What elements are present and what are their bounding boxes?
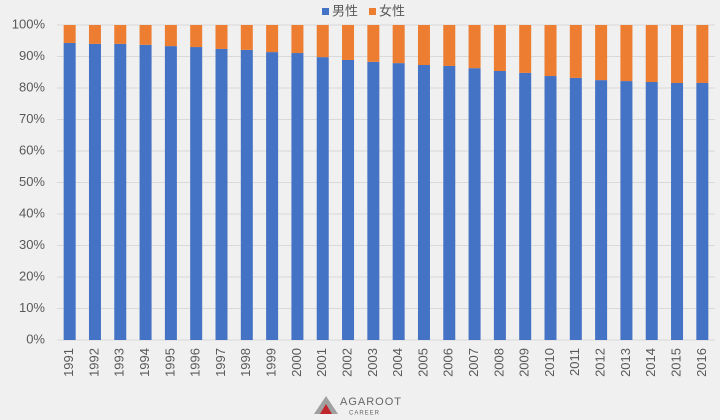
y-tick-label: 60% <box>19 142 45 157</box>
bar-segment <box>569 77 582 341</box>
legend-swatch <box>322 8 329 15</box>
x-tick-label: 1991 <box>61 348 76 377</box>
x-tick-label: 2013 <box>618 348 633 377</box>
bar-segment <box>519 25 532 73</box>
x-tick-label: 2001 <box>314 348 329 377</box>
bar-segment <box>215 48 228 340</box>
bar-segment <box>164 46 177 340</box>
x-tick-label: 2005 <box>415 348 430 377</box>
bar-segment <box>595 80 608 340</box>
bar-segment <box>544 76 557 340</box>
x-tick-label: 2004 <box>390 348 405 377</box>
legend-label: 男性 <box>332 3 358 18</box>
bar-segment <box>620 25 633 82</box>
bar-segment <box>114 25 127 44</box>
x-tick-label: 2006 <box>441 348 456 377</box>
x-tick-label: 1998 <box>238 348 253 377</box>
x-tick-label: 1992 <box>86 348 101 377</box>
x-tick-label: 2002 <box>339 348 354 377</box>
bar-segment <box>63 25 76 43</box>
x-tick-label: 1995 <box>162 348 177 377</box>
bar-segment <box>443 25 456 66</box>
bar-segment <box>645 82 658 340</box>
x-tick-label: 2014 <box>643 348 658 377</box>
bar-segment <box>696 25 709 83</box>
bar-segment <box>595 25 608 81</box>
bar-segment <box>443 65 456 340</box>
bar-segment <box>392 63 405 341</box>
bar-segment <box>671 82 684 341</box>
bar-segment <box>291 53 304 340</box>
bar-segment <box>316 25 329 58</box>
bar-segment <box>316 57 329 340</box>
bar-segment <box>266 52 279 341</box>
bar-segment <box>139 25 152 45</box>
x-tick-label: 2015 <box>668 348 683 377</box>
bar-segment <box>342 59 355 341</box>
bar-segment <box>114 43 127 341</box>
logo-text: AGAROOT <box>340 396 402 408</box>
x-tick-label: 2011 <box>567 348 582 376</box>
bar-segment <box>367 61 380 340</box>
x-tick-label: 2000 <box>289 348 304 377</box>
x-tick-label: 2016 <box>694 348 709 377</box>
bar-segment <box>342 25 355 60</box>
bar-segment <box>671 25 684 83</box>
x-tick-label: 1996 <box>188 348 203 377</box>
x-tick-label: 1997 <box>213 348 228 377</box>
bar-segment <box>468 68 481 340</box>
bar-segment <box>696 82 709 341</box>
bar-segment <box>468 25 481 69</box>
y-tick-label: 40% <box>19 205 45 220</box>
bar-segment <box>215 25 228 49</box>
y-tick-label: 80% <box>19 79 45 94</box>
logo: AGAROOT CAREER <box>314 396 402 417</box>
x-tick-label: 2012 <box>593 348 608 377</box>
bar-segment <box>417 65 430 340</box>
bar-segment <box>493 70 506 341</box>
bar-segment <box>139 44 152 340</box>
bar-segment <box>645 25 658 83</box>
y-tick-label: 70% <box>19 111 45 126</box>
y-tick-label: 30% <box>19 237 45 252</box>
x-tick-label: 2003 <box>365 348 380 377</box>
bar-segment <box>240 49 253 340</box>
logo-sub: CAREER <box>349 411 380 417</box>
y-tick-label: 50% <box>19 174 45 189</box>
bar-segment <box>63 42 76 340</box>
y-tick-label: 90% <box>19 48 45 63</box>
bar-segment <box>190 47 203 341</box>
y-tick-label: 10% <box>19 300 45 315</box>
bar-segment <box>544 25 557 77</box>
bar-segment <box>88 25 101 44</box>
bar-segment <box>164 25 177 47</box>
bar-segment <box>240 25 253 50</box>
bar-segment <box>569 25 582 78</box>
y-tick-label: 20% <box>19 268 45 283</box>
x-tick-label: 1994 <box>137 348 152 377</box>
bar-segment <box>392 25 405 64</box>
y-tick-label: 100% <box>12 16 46 31</box>
x-tick-label: 2008 <box>491 348 506 377</box>
bar-segment <box>620 81 633 340</box>
bar-segment <box>291 25 304 54</box>
x-tick-label: 2010 <box>542 348 557 377</box>
bar-segment <box>266 25 279 53</box>
y-tick-label: 0% <box>26 331 45 346</box>
logo-mark <box>320 404 332 414</box>
bar-segment <box>493 25 506 71</box>
x-tick-label: 1999 <box>264 348 279 377</box>
legend-label: 女性 <box>379 3 405 18</box>
x-tick-label: 1993 <box>112 348 127 377</box>
legend-swatch <box>369 8 376 15</box>
bar-segment <box>88 43 101 341</box>
bar-segment <box>190 25 203 48</box>
bar-segment <box>519 72 532 340</box>
x-tick-label: 2007 <box>466 348 481 377</box>
bar-segment <box>367 25 380 62</box>
bar-segment <box>417 25 430 66</box>
x-tick-label: 2009 <box>517 348 532 377</box>
